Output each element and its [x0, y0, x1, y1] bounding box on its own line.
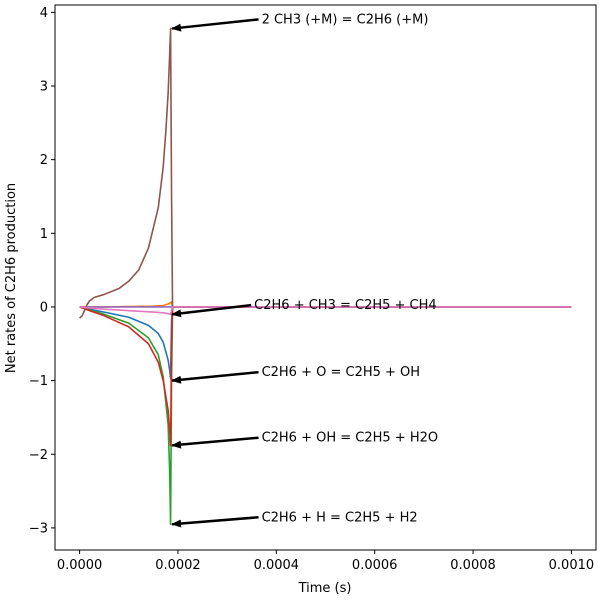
- y-axis-label: Net rates of C2H6 production: [4, 183, 19, 373]
- annotation-arrow: [171, 303, 252, 318]
- y-tick-label: 3: [40, 80, 48, 95]
- annotation-label: 2 CH3 (+M) = C2H6 (+M): [262, 12, 429, 27]
- y-tick-label: −1: [29, 374, 48, 389]
- y-tick-label: −3: [29, 521, 48, 536]
- x-axis-label: Time (s): [298, 581, 352, 596]
- x-tick-label: 0.0008: [450, 558, 496, 573]
- annotation-arrow: [171, 516, 259, 528]
- annotation-arrow: [171, 370, 259, 384]
- x-tick-label: 0.0002: [155, 558, 201, 573]
- annotation-arrow: [171, 436, 259, 449]
- annotation-arrow: [171, 18, 259, 32]
- y-tick-label: 4: [40, 6, 48, 21]
- annotation-label: C2H6 + O = C2H5 + OH: [262, 365, 421, 380]
- y-tick-label: −2: [29, 448, 48, 463]
- series-line-6: [79, 27, 572, 319]
- y-tick-label: 2: [40, 153, 48, 168]
- annotation-label: C2H6 + OH = C2H5 + H2O: [262, 431, 439, 446]
- x-tick-label: 0.0004: [254, 558, 300, 573]
- annotation-label: C2H6 + H = C2H5 + H2: [262, 510, 418, 525]
- x-tick-label: 0.0006: [352, 558, 398, 573]
- annotation-label: C2H6 + CH3 = C2H5 + CH4: [254, 298, 437, 313]
- x-tick-label: 0.0000: [57, 558, 103, 573]
- series-line-7: [79, 306, 572, 316]
- x-tick-label: 0.0010: [549, 558, 595, 573]
- y-tick-label: 0: [40, 300, 48, 315]
- y-tick-label: 1: [40, 227, 48, 242]
- plot-frame: [54, 4, 597, 551]
- series-line-3: [79, 306, 572, 526]
